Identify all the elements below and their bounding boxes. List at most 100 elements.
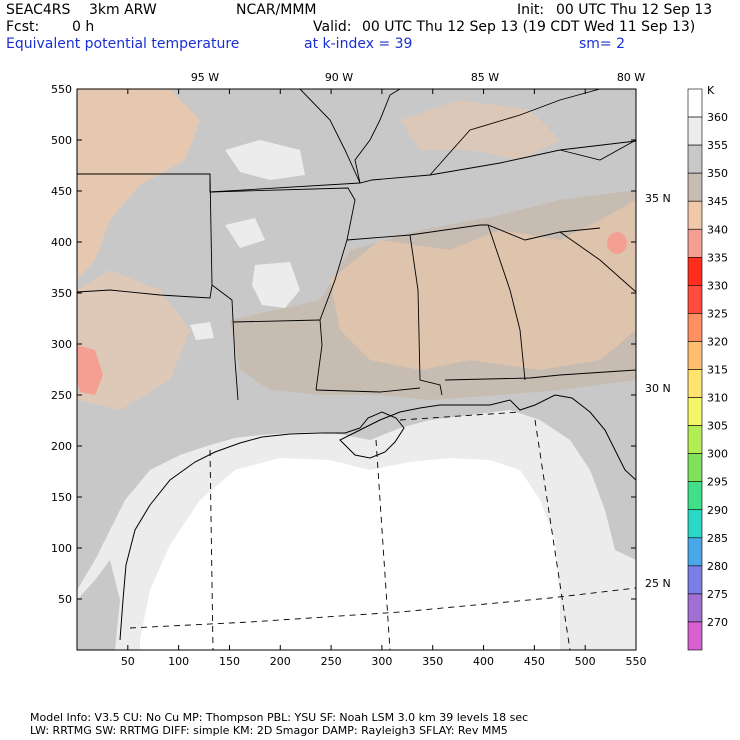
boundaries	[77, 89, 636, 401]
coastline	[119, 394, 636, 641]
x-tick-label: 350	[422, 655, 443, 668]
colorbar-swatch	[687, 285, 703, 314]
colorbar-swatch	[687, 228, 703, 258]
y-tick-label: 50	[58, 593, 72, 606]
border-ms-al	[409, 234, 443, 396]
y-axis-ticks: 50 100 150 200 250 300 350 400 450 500 550	[51, 83, 636, 606]
border-red-river	[77, 284, 213, 299]
y-tick-label: 200	[51, 440, 72, 453]
longitude-labels: 95 W 90 W 85 W 80 W	[191, 71, 645, 84]
longitude-label: 90 W	[325, 71, 353, 84]
latitude-labels: 35 N 30 N 25 N	[645, 192, 671, 590]
valid-label: Valid:	[313, 19, 352, 35]
tan-region-nw	[77, 89, 200, 280]
fcst-label: Fcst:	[6, 19, 40, 35]
mexico-land	[77, 560, 120, 650]
y-tick-label: 400	[51, 236, 72, 249]
colorbar-swatch	[687, 509, 703, 539]
colorbar-label: 305	[707, 420, 728, 433]
lon-95w-line	[209, 449, 214, 650]
border-mo	[299, 89, 361, 184]
colorbar-label: 275	[707, 588, 728, 601]
y-tick-label: 550	[51, 83, 72, 96]
colorbar-label: 320	[707, 335, 728, 348]
field-name: Equivalent potential temperature	[6, 36, 240, 52]
init-label: Init:	[517, 2, 545, 18]
y-tick-label: 150	[51, 491, 72, 504]
colorbar-swatch	[687, 369, 703, 398]
colorbar-label: 310	[707, 392, 728, 405]
colorbar-label: 330	[707, 279, 728, 292]
colorbar-label: 290	[707, 504, 728, 517]
y-tick-label: 350	[51, 287, 72, 300]
project-title: SEAC4RS	[6, 2, 71, 18]
colorbar-swatch	[687, 313, 703, 342]
level-info: at k-index = 39	[304, 36, 413, 52]
colorbar-swatch	[687, 397, 703, 426]
border-sc	[559, 231, 636, 293]
border-ok-ar-tx	[209, 173, 239, 401]
colorbar-swatch	[687, 481, 703, 511]
light-patch-3	[225, 218, 265, 248]
light-patch-2	[252, 262, 300, 308]
border-va	[559, 139, 636, 161]
colorbar-swatch	[687, 200, 703, 230]
organization: NCAR/MMM	[236, 2, 317, 18]
longitude-label: 80 W	[617, 71, 645, 84]
colorbar: K 360 355 350 345 340 335 330 325 320 315 310 305 30…	[687, 84, 728, 651]
colorbar-swatch	[687, 88, 703, 118]
longitude-label: 95 W	[191, 71, 219, 84]
lon-85w-line	[534, 419, 571, 650]
graticule	[129, 411, 636, 650]
warm-spot-west	[77, 345, 103, 395]
x-axis-ticks: 50 100 150 200 250 300 350 400 450 500 550	[121, 89, 647, 668]
colorbar-swatch	[687, 172, 703, 202]
warm-spot-east	[607, 232, 627, 254]
colorbar-label: 335	[707, 251, 728, 264]
theta-e-field	[77, 89, 636, 650]
colorbar-swatch	[687, 425, 703, 454]
x-tick-label: 250	[321, 655, 342, 668]
gulf-white-core	[140, 458, 560, 650]
y-tick-label: 300	[51, 338, 72, 351]
border-la-ms	[315, 387, 421, 393]
init-time: 00 UTC Thu 12 Sep 13	[556, 2, 713, 18]
x-tick-label: 200	[270, 655, 291, 668]
colorbar-label: 350	[707, 167, 728, 180]
x-tick-label: 450	[524, 655, 545, 668]
light-patch-1	[225, 140, 305, 180]
lat-30n-line	[399, 411, 521, 421]
model-info-line1: Model Info: V3.5 CU: No Cu MP: Thompson …	[30, 711, 529, 724]
latitude-label: 35 N	[645, 192, 671, 205]
colorbar-swatch	[687, 593, 703, 623]
border-fl	[444, 369, 636, 381]
border-ar-ms	[209, 187, 356, 391]
colorbar-label: 315	[707, 364, 728, 377]
colorbar-swatch	[687, 144, 703, 174]
x-tick-label: 300	[371, 655, 392, 668]
model-name: 3km ARW	[89, 2, 157, 18]
border-ar-la	[232, 319, 321, 323]
colorbar-swatch	[687, 341, 703, 370]
smoothing-info: sm= 2	[579, 36, 626, 52]
colorbar-label: 270	[707, 616, 728, 629]
tan-region-w	[77, 270, 190, 410]
latitude-label: 30 N	[645, 382, 671, 395]
border-miss-upper	[354, 89, 401, 184]
colorbar-label: 355	[707, 139, 728, 152]
x-tick-label: 50	[121, 655, 135, 668]
border-ky	[429, 89, 601, 176]
tan-region-se	[330, 200, 636, 370]
model-info-line2: LW: RRTMG SW: RRTMG DIFF: simple KM: 2D …	[30, 724, 508, 737]
longitude-label: 85 W	[471, 71, 499, 84]
colorbar-label: 300	[707, 448, 728, 461]
colorbar-swatch	[687, 116, 703, 146]
lon-90w-line	[375, 439, 391, 650]
colorbar-label: 280	[707, 560, 728, 573]
colorbar-swatch	[687, 565, 703, 595]
lat-25n-line	[129, 587, 636, 629]
valid-time: 00 UTC Thu 12 Sep 13 (19 CDT Wed 11 Sep …	[362, 19, 696, 35]
colorbar-swatch	[687, 537, 703, 567]
colorbar-label: 295	[707, 476, 728, 489]
fcst-value: 0 h	[72, 19, 95, 35]
